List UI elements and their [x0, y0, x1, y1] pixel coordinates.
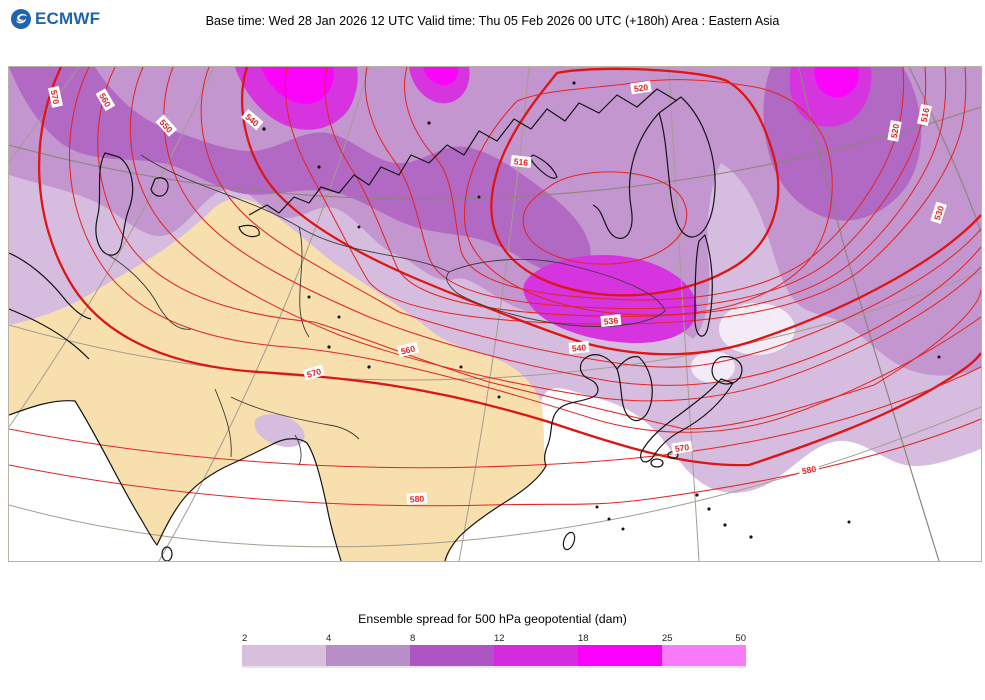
- legend-swatch-8-12: [410, 645, 494, 666]
- spread-shading-layer: [9, 67, 981, 493]
- legend-tick: 18: [578, 633, 589, 644]
- contour-label: 536: [603, 315, 619, 326]
- legend-tick: 12: [494, 633, 505, 644]
- legend-tick: 2: [242, 633, 247, 644]
- legend-swatch-25-50: [662, 645, 746, 666]
- contour-label: 530: [932, 204, 946, 221]
- legend-tick: 8: [410, 633, 415, 644]
- legend-swatch-12-18: [494, 645, 578, 666]
- legend-swatch-18-25: [578, 645, 662, 666]
- map-frame: 570 560 550 540 516 520 520 516 530 536 …: [8, 66, 982, 562]
- contour-label: 516: [513, 156, 529, 167]
- legend-baseline: [242, 666, 746, 668]
- coastline-layer: [8, 88, 743, 562]
- weather-map: 570 560 550 540 516 520 520 516 530 536 …: [8, 66, 982, 562]
- contour-label: 516: [919, 107, 932, 123]
- contour-label: 570: [674, 442, 690, 454]
- ecmwf-logo: ECMWF: [10, 8, 100, 30]
- contour-label: 570: [306, 366, 323, 380]
- legend-swatch-4-8: [326, 645, 410, 666]
- ecmwf-logo-icon: [11, 9, 31, 29]
- legend-colorbar-svg: 2 4 8 12 18 25 50: [242, 633, 746, 668]
- legend-tick: 50: [735, 633, 746, 644]
- contour-labels: 570 560 550 540 516 520 520 516 530 536 …: [48, 80, 947, 505]
- contour-label: 560: [400, 343, 417, 356]
- contour-label: 580: [409, 493, 424, 504]
- contour-label: 520: [889, 123, 901, 139]
- legend-title: Ensemble spread for 500 hPa geopotential…: [358, 612, 627, 626]
- ecmwf-logo-text: ECMWF: [35, 9, 101, 28]
- header: ECMWF Base time: Wed 28 Jan 2026 12 UTC …: [0, 0, 985, 40]
- contour-label: 520: [633, 82, 649, 94]
- legend-swatches: [242, 645, 746, 666]
- contour-label: 540: [571, 342, 586, 353]
- contour-label: 570: [49, 89, 62, 105]
- page-title: Base time: Wed 28 Jan 2026 12 UTC Valid …: [205, 14, 780, 28]
- speckle-layer: [262, 81, 941, 539]
- contour-layer: [8, 66, 982, 507]
- legend-swatch-2-4: [242, 645, 326, 666]
- legend-tick: 25: [662, 633, 673, 644]
- legend-tick: 4: [326, 633, 331, 644]
- border-layer: [104, 154, 666, 466]
- legend-colorbar: 2 4 8 12 18 25 50: [240, 632, 752, 675]
- contour-label: 580: [801, 464, 817, 477]
